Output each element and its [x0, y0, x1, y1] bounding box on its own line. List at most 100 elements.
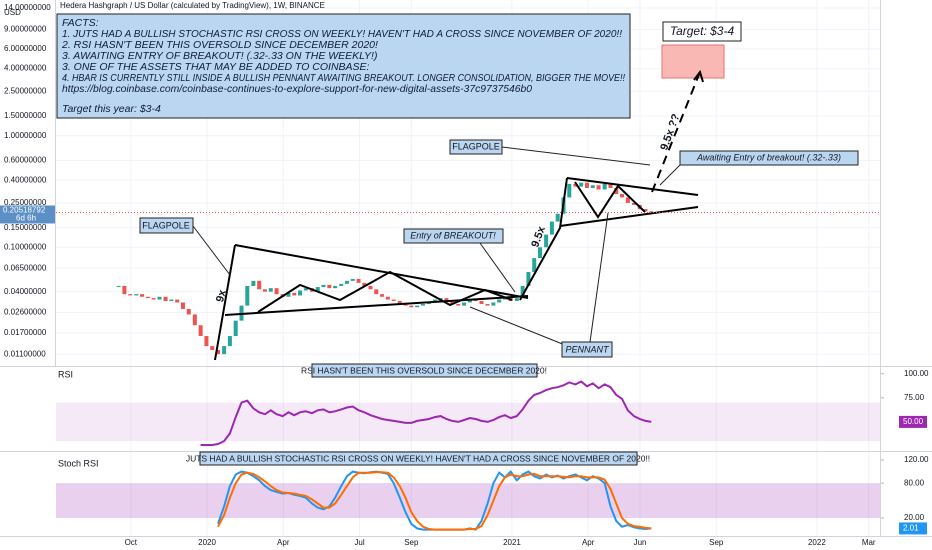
candle — [169, 299, 174, 301]
candle — [257, 280, 262, 290]
flagpole-line — [519, 177, 568, 301]
x-tick-label: Oct — [125, 538, 138, 547]
candle — [573, 183, 578, 187]
candle — [145, 296, 150, 299]
candle — [344, 280, 349, 284]
facts-line: 4. HBAR IS CURRENTLY STILL INSIDE A BULL… — [62, 72, 625, 84]
candle — [620, 194, 625, 198]
candle — [163, 296, 168, 301]
last-value-label: 50.00 — [903, 417, 924, 426]
candle — [420, 304, 425, 306]
facts-line: 3. AWAITING ENTRY OF BREAKOUT! (.32-.33 … — [62, 50, 377, 62]
y-tick-label: 0.01100000 — [4, 349, 46, 358]
projection — [651, 71, 701, 193]
candle — [210, 346, 215, 350]
pennant-swings — [257, 270, 513, 313]
pennant-swings — [574, 181, 646, 219]
candle — [233, 320, 238, 337]
candle — [356, 278, 361, 283]
candle — [415, 305, 420, 308]
candle — [175, 299, 180, 303]
y-tick-label: 0.25000000 — [4, 198, 47, 207]
last-value-tag — [899, 522, 927, 535]
x-tick-label: 2020 — [198, 538, 216, 547]
target-box — [662, 21, 742, 42]
candle — [625, 197, 630, 203]
candle — [157, 296, 162, 300]
candle — [350, 278, 355, 281]
y-tick-label: 1.50000000 — [4, 111, 47, 120]
facts-background — [56, 13, 631, 119]
candle — [567, 183, 572, 198]
callout-box — [561, 341, 613, 358]
candle — [128, 294, 133, 296]
candle — [549, 221, 554, 235]
candle — [227, 336, 232, 347]
currency: USD — [4, 8, 21, 17]
x-tick-label: Mar — [862, 538, 876, 547]
y-tick-label: 0.40000000 — [4, 175, 47, 184]
band — [56, 402, 880, 442]
candle — [327, 284, 332, 289]
target-label: Target: $3-4 — [670, 24, 735, 38]
indicator-note: JUTS HAD A BULLISH STOCHASTIC RSI CROSS … — [186, 453, 650, 463]
candle — [134, 294, 139, 296]
indicator-line — [217, 471, 652, 531]
indicator-title: Stoch RSI — [58, 458, 99, 468]
candle — [116, 285, 121, 287]
candle — [268, 288, 273, 292]
y-tick-label: 0.04000000 — [4, 287, 47, 296]
x-tick-label: Jul — [354, 538, 364, 547]
y-tick-label: 6.00000000 — [4, 44, 47, 53]
last-price-label: 0.20518792 — [3, 206, 46, 215]
candle — [596, 185, 601, 190]
candle — [491, 302, 496, 306]
callout-text: FLAGPOLE — [142, 220, 190, 230]
pennant-top — [234, 244, 529, 299]
candle — [520, 285, 525, 299]
last-value-label: 2.01 — [903, 524, 919, 533]
candle — [427, 302, 432, 305]
candle — [614, 188, 619, 195]
candle — [321, 284, 326, 288]
countdown: 6d 6h — [16, 214, 36, 223]
candle — [298, 290, 303, 296]
candle — [584, 182, 589, 189]
y-tick-label: 20.00 — [904, 513, 925, 522]
x-tick-label: Sep — [709, 538, 724, 547]
facts-line: 1. JUTS HAD A BULLISH STOCHASTIC RSI CRO… — [62, 28, 622, 40]
candle — [262, 289, 267, 292]
candle — [374, 289, 379, 295]
callout-box — [679, 150, 859, 166]
pattern-lines — [214, 69, 704, 361]
candle — [544, 234, 549, 248]
candle — [385, 296, 390, 300]
candle — [292, 292, 297, 296]
facts-box: FACTS: 1. JUTS HAD A BULLISH STOCHASTIC … — [56, 13, 631, 119]
facts-line: https://blog.coinbase.com/coinbase-conti… — [62, 83, 532, 95]
y-tick-label: 0.60000000 — [4, 156, 47, 165]
candle — [514, 298, 519, 301]
band — [56, 483, 880, 518]
x-tick-label: 2021 — [503, 538, 521, 547]
candle — [538, 247, 543, 259]
candle — [485, 304, 490, 306]
y-tick-label: 80.00 — [904, 478, 925, 487]
x-tick-label: 2022 — [808, 538, 826, 547]
y-tick-label: 2.50000000 — [4, 87, 47, 96]
callout-text: PENNANT — [565, 344, 610, 354]
candle — [286, 292, 291, 297]
candle — [590, 185, 595, 189]
y-tick-label: 75.00 — [904, 393, 925, 402]
pennant-bottom — [224, 295, 529, 316]
candle — [462, 302, 467, 306]
candle — [245, 285, 250, 306]
x-tick-label: Apr — [277, 538, 290, 547]
indicator-line — [200, 380, 652, 446]
candle — [450, 300, 455, 305]
candle — [608, 183, 613, 189]
candle — [368, 285, 373, 290]
x-tick-label: Sep — [404, 538, 419, 547]
indicator-note: RSI HASN'T BEEN THIS OVERSOLD SINCE DECE… — [301, 365, 547, 375]
